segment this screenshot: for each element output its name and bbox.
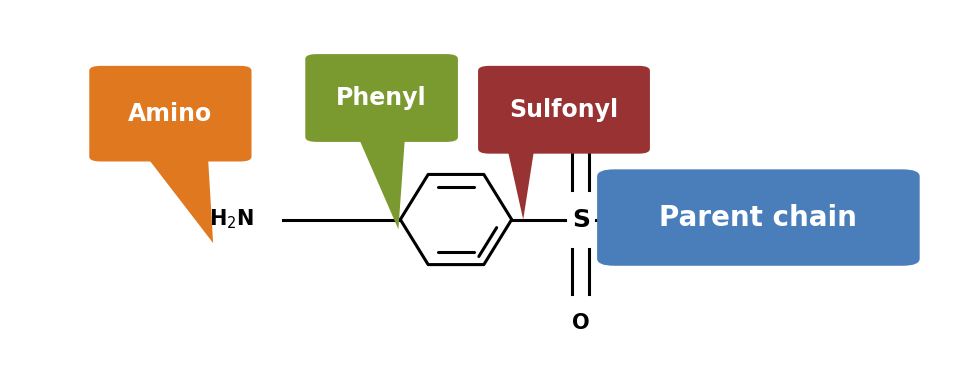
Text: O: O xyxy=(572,105,589,126)
Polygon shape xyxy=(508,149,534,220)
FancyBboxPatch shape xyxy=(89,66,252,162)
Text: Sulfonyl: Sulfonyl xyxy=(510,98,618,122)
Polygon shape xyxy=(358,137,405,229)
Text: Amino: Amino xyxy=(129,102,212,126)
FancyBboxPatch shape xyxy=(305,54,458,142)
Text: Phenyl: Phenyl xyxy=(336,86,427,110)
Polygon shape xyxy=(147,157,213,243)
Text: H$_2$N: H$_2$N xyxy=(209,208,254,231)
FancyBboxPatch shape xyxy=(597,169,920,266)
Text: Parent chain: Parent chain xyxy=(660,203,857,232)
Text: O: O xyxy=(572,313,589,334)
Text: S: S xyxy=(572,207,589,232)
FancyBboxPatch shape xyxy=(478,66,650,154)
